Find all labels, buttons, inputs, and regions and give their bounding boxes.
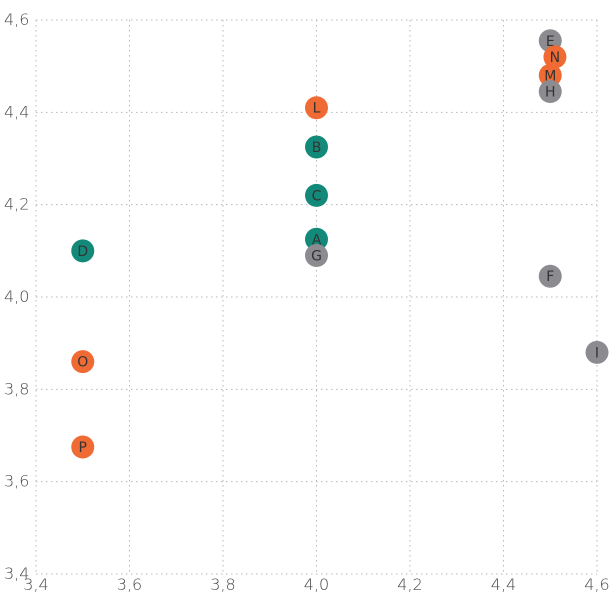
data-point-m: M	[538, 63, 562, 87]
point-label: E	[546, 34, 555, 50]
x-tick-label: 4,4	[491, 575, 516, 594]
point-label: N	[550, 50, 560, 66]
point-marker	[538, 63, 562, 87]
data-point-d: D	[71, 239, 95, 263]
x-tick-label: 3,6	[117, 575, 142, 594]
x-tick-label: 3,8	[210, 575, 235, 594]
data-point-o: O	[71, 350, 95, 374]
data-point-c: C	[305, 183, 328, 207]
x-tick-label: 4,2	[397, 575, 422, 594]
data-point-f: F	[538, 264, 562, 288]
y-tick-label: 4,6	[4, 10, 29, 29]
data-point-l: L	[305, 96, 328, 120]
y-tick-label: 4,2	[4, 195, 29, 214]
point-label: C	[312, 188, 322, 204]
y-axis-ticks: 3,4 3,6 3,8 4,0 4,2 4,4 4,6	[4, 10, 29, 583]
point-marker	[538, 264, 562, 288]
y-tick-label: 3,8	[4, 379, 29, 398]
point-marker	[543, 45, 567, 69]
point-label: L	[313, 101, 321, 117]
point-label: P	[79, 440, 87, 456]
data-point-n: N	[543, 45, 567, 69]
x-tick-label: 3,4	[23, 575, 48, 594]
point-label: M	[544, 68, 556, 84]
point-label: G	[311, 248, 322, 264]
data-point-i: I	[585, 340, 609, 364]
point-marker	[305, 135, 328, 159]
point-marker	[71, 435, 95, 459]
y-tick-label: 3,4	[4, 564, 29, 583]
point-label: B	[312, 140, 322, 156]
data-point-a: A	[305, 227, 328, 251]
point-marker	[71, 350, 95, 374]
data-point-g: G	[305, 243, 328, 267]
point-marker	[585, 340, 609, 364]
point-marker	[305, 96, 328, 120]
x-axis-ticks: 3,4 3,6 3,8 4,0 4,2 4,4 4,6	[23, 575, 609, 594]
point-label: O	[77, 355, 88, 371]
y-tick-label: 4,4	[4, 102, 29, 121]
x-tick-label: 4,6	[584, 575, 609, 594]
point-label: F	[546, 269, 554, 285]
point-label: A	[312, 232, 322, 248]
data-point-b: B	[305, 135, 328, 159]
point-marker	[538, 80, 562, 104]
point-marker	[305, 243, 328, 267]
y-tick-label: 3,6	[4, 472, 29, 491]
point-label: H	[545, 85, 556, 101]
point-marker	[305, 183, 328, 207]
point-marker	[305, 227, 328, 251]
point-marker	[71, 239, 95, 263]
point-label: I	[595, 345, 599, 361]
data-point-h: H	[538, 80, 562, 104]
x-tick-label: 4,0	[304, 575, 329, 594]
data-point-p: P	[71, 435, 95, 459]
point-label: D	[77, 244, 88, 260]
y-tick-label: 4,0	[4, 287, 29, 306]
